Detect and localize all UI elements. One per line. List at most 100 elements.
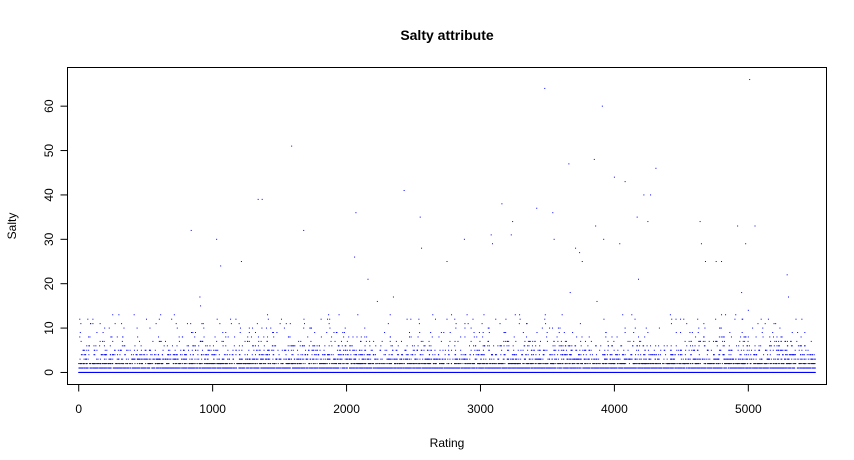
data-point bbox=[484, 367, 486, 369]
data-point bbox=[309, 367, 311, 369]
data-point bbox=[85, 354, 87, 356]
data-point bbox=[601, 367, 603, 369]
data-point bbox=[356, 336, 358, 338]
data-point bbox=[238, 367, 240, 369]
data-point bbox=[567, 345, 569, 347]
data-point bbox=[450, 367, 452, 369]
data-point bbox=[156, 358, 158, 360]
data-point bbox=[178, 340, 180, 342]
data-point bbox=[575, 358, 577, 360]
data-point bbox=[437, 367, 439, 369]
data-point bbox=[266, 340, 268, 342]
data-point bbox=[243, 367, 245, 369]
data-point bbox=[102, 367, 104, 369]
data-point bbox=[218, 354, 220, 356]
data-point bbox=[225, 332, 227, 334]
data-point bbox=[290, 363, 292, 365]
data-point bbox=[278, 354, 280, 356]
data-point bbox=[367, 354, 369, 356]
data-point bbox=[270, 367, 272, 369]
data-point bbox=[78, 363, 80, 365]
data-point bbox=[505, 367, 507, 369]
data-point bbox=[206, 363, 208, 365]
data-point bbox=[272, 332, 274, 334]
data-point bbox=[505, 318, 507, 320]
data-point bbox=[363, 363, 365, 365]
data-point bbox=[304, 323, 306, 325]
data-point bbox=[348, 336, 350, 338]
data-point bbox=[532, 358, 534, 360]
data-point bbox=[572, 363, 574, 365]
data-point bbox=[520, 358, 522, 360]
data-point bbox=[99, 345, 101, 347]
data-point bbox=[267, 318, 269, 320]
data-point bbox=[84, 367, 86, 369]
data-point bbox=[428, 363, 430, 365]
data-point bbox=[526, 367, 528, 369]
data-point bbox=[90, 323, 92, 325]
data-point bbox=[350, 367, 352, 369]
data-point bbox=[409, 363, 411, 365]
data-point bbox=[581, 367, 583, 369]
data-point bbox=[598, 358, 600, 360]
data-point bbox=[155, 323, 157, 325]
data-point bbox=[118, 358, 120, 360]
data-point bbox=[78, 367, 80, 369]
data-point bbox=[362, 358, 364, 360]
data-point bbox=[184, 354, 186, 356]
data-point bbox=[94, 363, 96, 365]
data-point bbox=[447, 358, 449, 360]
data-point bbox=[488, 349, 490, 351]
data-point bbox=[191, 358, 193, 360]
data-point bbox=[550, 354, 552, 356]
data-point bbox=[324, 354, 326, 356]
data-point bbox=[551, 363, 553, 365]
data-point bbox=[344, 358, 346, 360]
data-point bbox=[525, 367, 527, 369]
data-point bbox=[199, 363, 201, 365]
data-point bbox=[434, 349, 436, 351]
data-point bbox=[147, 358, 149, 360]
data-point bbox=[470, 367, 472, 369]
data-point bbox=[82, 349, 84, 351]
data-point bbox=[429, 354, 431, 356]
data-point bbox=[456, 367, 458, 369]
data-point bbox=[429, 358, 431, 360]
data-point bbox=[487, 327, 489, 329]
data-point bbox=[115, 363, 117, 365]
data-point bbox=[83, 349, 85, 351]
data-point bbox=[585, 363, 587, 365]
data-point bbox=[490, 363, 492, 365]
data-point bbox=[497, 367, 499, 369]
data-point bbox=[320, 336, 322, 338]
data-point bbox=[233, 345, 235, 347]
data-point bbox=[302, 363, 304, 365]
data-point bbox=[565, 367, 567, 369]
data-point bbox=[417, 336, 419, 338]
data-point bbox=[294, 367, 296, 369]
data-point bbox=[542, 367, 544, 369]
data-point bbox=[174, 349, 176, 351]
data-point bbox=[454, 367, 456, 369]
data-point bbox=[569, 345, 571, 347]
data-point bbox=[568, 345, 570, 347]
data-point bbox=[444, 367, 446, 369]
data-point bbox=[180, 349, 182, 351]
data-point bbox=[487, 345, 489, 347]
data-point bbox=[404, 367, 406, 369]
data-point bbox=[207, 367, 209, 369]
data-point bbox=[140, 358, 142, 360]
data-point bbox=[81, 354, 83, 356]
data-point bbox=[357, 314, 359, 316]
data-point bbox=[533, 367, 535, 369]
data-point bbox=[447, 363, 449, 365]
data-point bbox=[213, 349, 215, 351]
data-point bbox=[380, 349, 382, 351]
data-point bbox=[405, 367, 407, 369]
data-point bbox=[432, 358, 434, 360]
data-point bbox=[421, 349, 423, 351]
data-point bbox=[412, 367, 414, 369]
data-point bbox=[285, 367, 287, 369]
data-point bbox=[570, 358, 572, 360]
data-point bbox=[594, 358, 596, 360]
